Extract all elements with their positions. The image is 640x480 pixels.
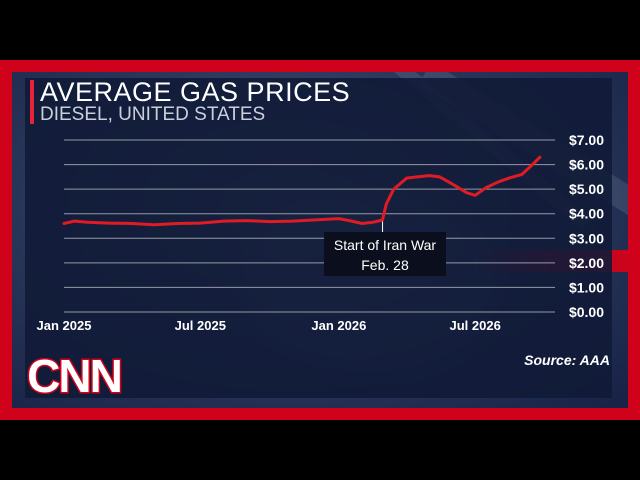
x-tick-label: Jul 2026 <box>450 318 501 333</box>
source-label: Source: AAA <box>524 352 610 368</box>
y-tick-label: $0.00 <box>569 304 604 320</box>
y-tick-label: $4.00 <box>569 206 604 222</box>
y-tick-label: $1.00 <box>569 279 604 295</box>
y-tick-label: $7.00 <box>569 132 604 148</box>
y-axis-ticks: $7.00 $6.00 $5.00 $4.00 $3.00 $2.00 $1.00 $0.00 <box>569 132 604 320</box>
x-axis-ticks: Jan 2025 Jul 2025 Jan 2026 Jul 2026 <box>37 318 501 333</box>
chart-title: AVERAGE GAS PRICES <box>40 77 351 107</box>
cnn-logo: CNN <box>26 349 125 404</box>
series-line <box>62 155 542 227</box>
annotation-label: Start of Iran War <box>333 237 437 253</box>
x-tick-label: Jan 2026 <box>311 318 366 333</box>
annotation-callout: Start of Iran War Feb. 28 <box>324 232 446 276</box>
grid-lines <box>64 139 555 313</box>
y-tick-label: $2.00 <box>569 255 604 271</box>
y-tick-label: $5.00 <box>569 181 604 197</box>
x-tick-label: Jul 2025 <box>175 318 226 333</box>
x-tick-label: Jan 2025 <box>37 318 92 333</box>
y-tick-label: $3.00 <box>569 230 604 246</box>
chart-subtitle: DIESEL, UNITED STATES <box>40 104 266 125</box>
cnn-logo-text: CNN <box>27 350 121 402</box>
title-accent-bar <box>30 80 34 124</box>
annotation-date: Feb. 28 <box>361 257 409 273</box>
y-tick-label: $6.00 <box>569 157 604 173</box>
